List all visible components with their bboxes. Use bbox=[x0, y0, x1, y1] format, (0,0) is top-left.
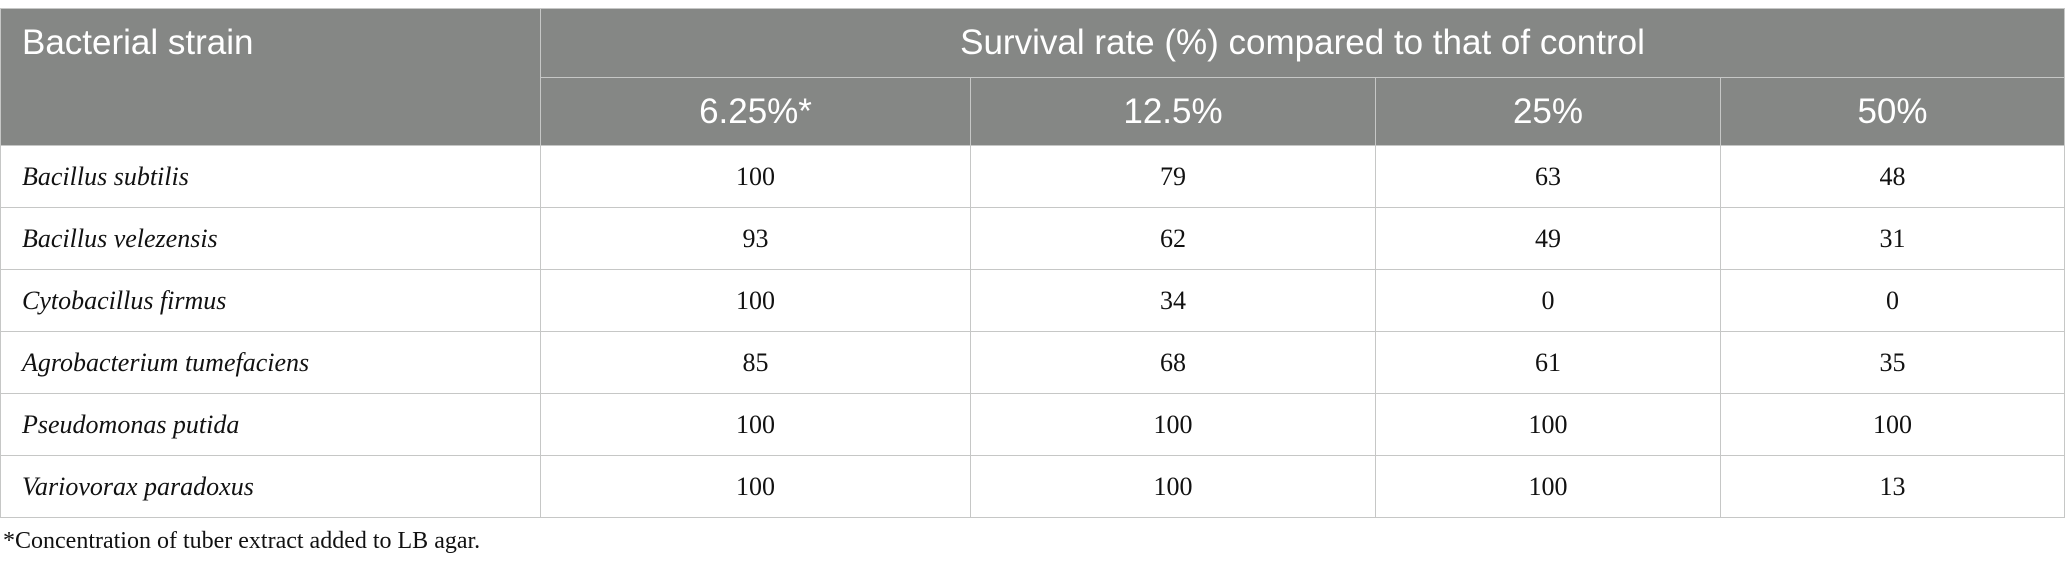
strain-name-cell: Bacillus velezensis bbox=[0, 207, 541, 270]
strain-name-cell: Bacillus subtilis bbox=[0, 145, 541, 208]
value-cell: 49 bbox=[1375, 207, 1721, 270]
value-cell: 35 bbox=[1720, 331, 2065, 394]
header-row-group: Bacterial strain Survival rate (%) compa… bbox=[0, 8, 2065, 146]
table-body: Bacillus subtilis 100 79 63 48 Bacillus … bbox=[0, 145, 2065, 518]
value-cell: 34 bbox=[970, 269, 1376, 332]
value-cell: 0 bbox=[1720, 269, 2065, 332]
value-cell: 100 bbox=[540, 455, 971, 518]
value-cell: 100 bbox=[540, 145, 971, 208]
value-cell: 100 bbox=[970, 455, 1376, 518]
table-row: Agrobacterium tumefaciens 85 68 61 35 bbox=[0, 331, 2065, 394]
table-row: Cytobacillus firmus 100 34 0 0 bbox=[0, 269, 2065, 332]
header-bacterial-strain: Bacterial strain bbox=[0, 8, 541, 146]
value-cell: 63 bbox=[1375, 145, 1721, 208]
survival-rate-table: Bacterial strain Survival rate (%) compa… bbox=[0, 8, 2065, 518]
value-cell: 48 bbox=[1720, 145, 2065, 208]
value-cell: 13 bbox=[1720, 455, 2065, 518]
strain-name-cell: Variovorax paradoxus bbox=[0, 455, 541, 518]
value-cell: 85 bbox=[540, 331, 971, 394]
value-cell: 79 bbox=[970, 145, 1376, 208]
table-row: Variovorax paradoxus 100 100 100 13 bbox=[0, 455, 2065, 518]
value-cell: 31 bbox=[1720, 207, 2065, 270]
table-row: Pseudomonas putida 100 100 100 100 bbox=[0, 393, 2065, 456]
value-cell: 100 bbox=[1375, 393, 1721, 456]
value-cell: 100 bbox=[1720, 393, 2065, 456]
header-concentration: 12.5% bbox=[970, 77, 1376, 146]
header-survival-rate: Survival rate (%) compared to that of co… bbox=[540, 8, 2065, 78]
table-header: Bacterial strain Survival rate (%) compa… bbox=[0, 8, 2065, 146]
strain-name-cell: Pseudomonas putida bbox=[0, 393, 541, 456]
value-cell: 100 bbox=[970, 393, 1376, 456]
value-cell: 68 bbox=[970, 331, 1376, 394]
table-row: Bacillus subtilis 100 79 63 48 bbox=[0, 145, 2065, 208]
value-cell: 100 bbox=[540, 393, 971, 456]
value-cell: 0 bbox=[1375, 269, 1721, 332]
header-row-concentrations: 6.25%* 12.5% 25% 50% bbox=[1, 77, 2065, 146]
value-cell: 100 bbox=[1375, 455, 1721, 518]
value-cell: 100 bbox=[540, 269, 971, 332]
strain-name-cell: Cytobacillus firmus bbox=[0, 269, 541, 332]
value-cell: 61 bbox=[1375, 331, 1721, 394]
table-footnote: *Concentration of tuber extract added to… bbox=[3, 528, 481, 554]
value-cell: 93 bbox=[540, 207, 971, 270]
header-concentration: 6.25%* bbox=[540, 77, 971, 146]
header-concentration: 50% bbox=[1720, 77, 2065, 146]
table-row: Bacillus velezensis 93 62 49 31 bbox=[0, 207, 2065, 270]
strain-name-cell: Agrobacterium tumefaciens bbox=[0, 331, 541, 394]
value-cell: 62 bbox=[970, 207, 1376, 270]
header-concentration: 25% bbox=[1375, 77, 1721, 146]
survival-table-container: Bacterial strain Survival rate (%) compa… bbox=[0, 8, 2065, 518]
